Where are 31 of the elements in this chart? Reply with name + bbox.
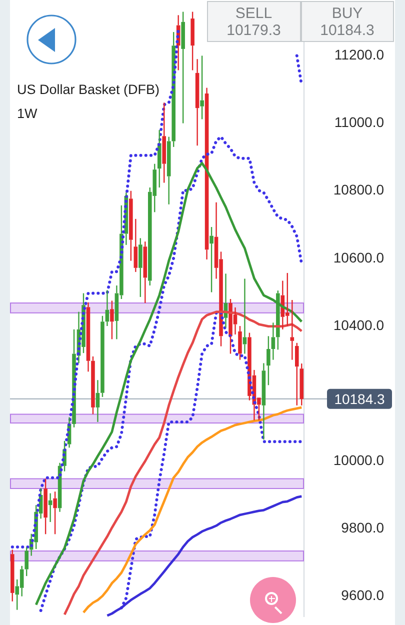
ref-line-label: 10184.3 <box>334 390 386 407</box>
candlestick <box>86 302 90 372</box>
candlestick <box>242 278 247 354</box>
candlestick <box>157 129 162 188</box>
y-tick-label: 11200.0 <box>334 46 384 63</box>
line-series <box>120 311 304 610</box>
y-tick-label: 10400.0 <box>333 316 384 333</box>
candlestick <box>162 102 166 184</box>
candlestick <box>134 218 138 273</box>
candlestick <box>195 58 200 146</box>
text: 1W <box>17 105 38 122</box>
candlestick <box>96 379 100 423</box>
candlestick <box>290 299 294 360</box>
y-tick-label: 11000.0 <box>334 114 384 130</box>
annotation: SELL <box>235 4 272 22</box>
candlestick <box>44 478 48 535</box>
annotation: 10179.3 <box>226 22 281 38</box>
text: 10184.3 <box>320 22 374 38</box>
y-tick-label: 9800.0 <box>341 520 384 536</box>
text: US Dollar Basket (DFB) <box>17 81 160 98</box>
y-tick-label: 10000.0 <box>333 452 384 468</box>
text: BUY <box>332 4 363 22</box>
candlestick <box>262 362 266 440</box>
candlestick <box>105 290 110 327</box>
candlestick <box>266 336 270 386</box>
candlestick <box>271 322 276 360</box>
candlestick <box>200 55 204 120</box>
y-tick-label: 9600.0 <box>341 587 384 604</box>
y-tick-label: 10600.0 <box>333 249 384 266</box>
y-tick-label: 10800.0 <box>333 182 384 198</box>
candlestick <box>181 11 185 124</box>
